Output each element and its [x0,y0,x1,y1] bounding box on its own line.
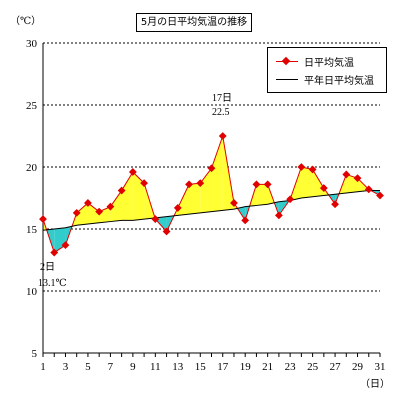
annotation-max-day: 17日 [212,93,232,104]
data-point-marker [151,215,160,223]
fill-above-normal [87,202,100,225]
y-tick-label: 15 [26,224,38,236]
data-point-marker [95,207,104,216]
fill-above-normal [312,169,324,197]
data-point-marker [274,211,283,220]
deviation-fills [43,136,380,253]
x-tick-label: 27 [330,361,342,373]
fill-above-normal [132,171,145,221]
x-tick-label: 5 [85,361,91,373]
legend-item-normal: 平年日平均気温 [268,71,386,89]
data-point-marker [331,200,339,209]
data-point-marker [173,204,182,212]
data-point-marker [50,248,59,257]
fill-above-normal [256,184,268,206]
data-point-marker [72,208,81,217]
fill-above-normal [76,202,88,226]
data-point-marker [84,199,92,207]
legend-label-daily: 日平均気温 [304,58,354,69]
annotation-min-day: 2日 [40,262,55,273]
x-tick-label: 19 [240,361,252,373]
y-tick-label: 30 [26,38,38,50]
y-axis-label: （℃） [10,15,41,27]
data-point-marker [319,184,328,192]
x-tick-label: 17 [217,361,229,373]
data-point-marker [117,186,126,195]
legend-diamond-marker [281,56,291,66]
legend: 日平均気温 平年日平均気温 [267,47,387,93]
axes [42,43,381,357]
legend-item-daily: 日平均気温 [268,53,386,71]
x-tick-label: 7 [108,361,114,373]
y-tick-label: 10 [26,286,38,298]
data-point-marker [308,165,317,174]
x-tick-label: 9 [130,361,136,373]
fill-above-normal [189,183,201,215]
x-tick-label: 31 [375,361,386,373]
chart-title: 5月の日平均気温の推移 [136,13,252,32]
y-tick-label: 5 [32,348,38,360]
x-tick-label: 13 [172,361,184,373]
fill-above-normal [211,136,223,212]
data-point-marker [61,241,70,250]
x-tick-label: 23 [285,361,297,373]
data-point-marker [196,179,205,188]
x-tick-label: 15 [195,361,207,373]
data-point-marker [218,132,227,140]
x-tick-label: 25 [307,361,319,373]
data-point-marker [207,164,216,173]
data-point-marker [106,202,115,211]
data-point-marker [241,216,250,225]
annotation-max-value: 22.5 [212,107,230,118]
x-axis-label: （日） [360,378,390,390]
data-point-marker [263,180,272,189]
data-point-marker [162,227,171,236]
x-tick-label: 21 [262,361,273,373]
fill-above-normal [301,167,313,198]
data-point-marker [128,168,137,176]
data-point-marker [185,180,193,189]
x-tick-label: 1 [40,361,46,373]
fill-above-normal [121,171,133,221]
y-tick-label: 25 [26,100,38,112]
x-tick-label: 11 [150,361,161,373]
data-point-marker [140,179,149,188]
data-point-marker [39,215,47,223]
data-point-marker [297,163,306,171]
x-tick-label: 29 [352,361,364,373]
data-point-marker [353,174,362,183]
y-tick-label: 20 [26,162,38,174]
legend-label-normal: 平年日平均気温 [304,76,374,87]
fill-above-normal [110,190,122,222]
series-markers [39,132,384,257]
data-point-marker [252,180,261,189]
x-tick-label: 3 [63,361,69,373]
data-point-marker [364,185,373,194]
data-point-marker [376,191,384,200]
data-point-marker [230,199,238,207]
annotation-min-value: 13.1℃ [38,278,67,289]
data-point-marker [286,195,295,204]
legend-line-black [276,79,298,80]
normal-temperature-line [42,190,380,231]
fill-below-normal [54,227,66,253]
data-point-marker [342,170,351,179]
